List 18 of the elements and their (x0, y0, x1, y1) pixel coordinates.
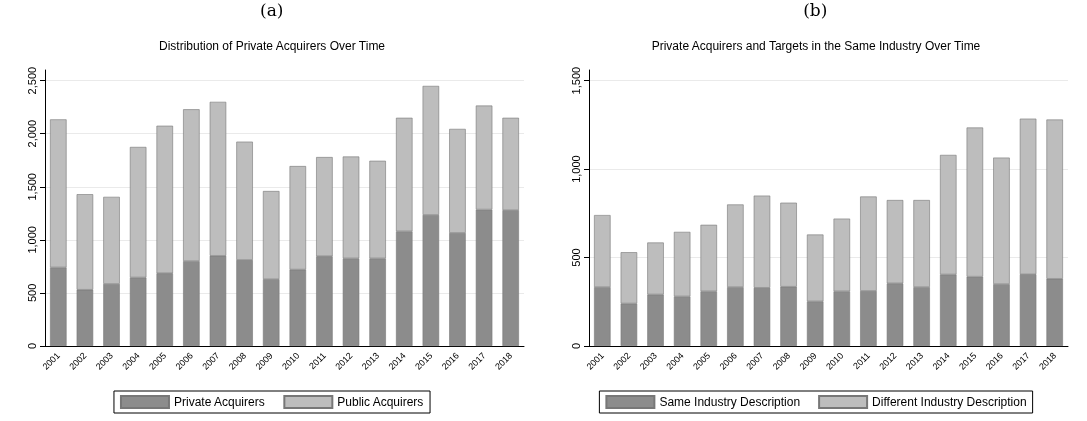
legend-label: Different Industry Description (871, 395, 1027, 409)
legend-label: Private Acquirers (173, 395, 265, 409)
y-tick-label: 500 (569, 248, 581, 267)
chart-title: Private Acquirers and Targets in the Same Industry Over Time (651, 39, 981, 53)
y-tick-label: 2,500 (25, 66, 38, 95)
y-tick-label: 0 (25, 342, 38, 350)
y-tick-label: 1,000 (25, 226, 38, 254)
legend-label: Public Acquirers (337, 395, 424, 409)
y-tick-label: 500 (25, 283, 38, 303)
y-tick-label: 2,000 (25, 119, 38, 148)
y-tick-label: 0 (569, 342, 581, 350)
y-tick-label: 1,500 (569, 66, 581, 95)
chart-title: Distribution of Private Acquirers Over Time (158, 39, 386, 53)
y-tick-label: 1,000 (569, 155, 581, 183)
legend-label: Same Industry Description (658, 395, 800, 409)
text: (a) (259, 0, 285, 20)
text: (b) (802, 0, 829, 20)
y-tick-label: 1,500 (25, 173, 38, 201)
